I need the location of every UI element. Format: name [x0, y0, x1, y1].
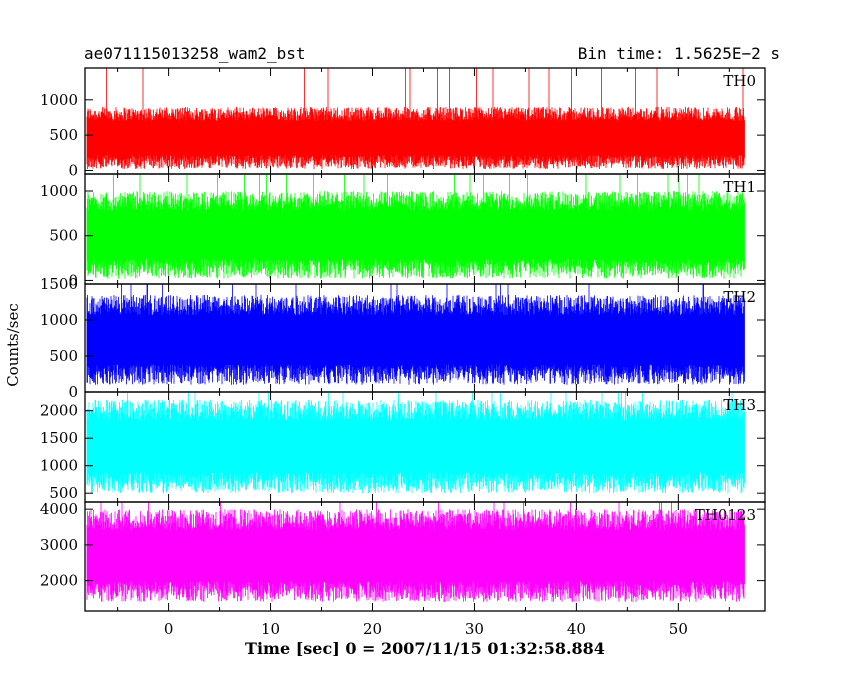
y-tick-label: 1000 [40, 311, 78, 329]
y-tick-label: 1500 [40, 275, 78, 293]
panel-label: TH3 [723, 396, 756, 414]
y-tick-label: 3000 [40, 536, 78, 554]
panel-th0: 0 500 1000 TH0 [40, 67, 766, 179]
y-tick-label: 500 [49, 347, 78, 365]
panels-group: 0 500 1000 TH0 0 500 1000 TH1 0 500 1000 1500 TH2 500… [40, 67, 766, 612]
x-tick-label: 10 [261, 620, 280, 638]
y-tick-label: 4000 [40, 500, 78, 518]
panel-label: TH1 [723, 178, 756, 196]
x-tick-label: 30 [465, 620, 484, 638]
y-tick-label: 0 [68, 161, 78, 179]
y-tick-label: 1000 [40, 457, 78, 475]
y-axis-label: Counts/sec [4, 303, 22, 387]
panel-frame [84, 501, 766, 612]
series-th3 [86, 392, 745, 494]
series-th1 [86, 174, 745, 279]
y-tick-label: 1000 [40, 91, 78, 109]
panel-label: TH0 [723, 72, 756, 90]
y-tick-label: 500 [49, 484, 78, 502]
panel-label: TH2 [723, 288, 756, 306]
x-axis-label: Time [sec] 0 = 2007/11/15 01:32:58.884 [245, 639, 605, 658]
x-tick-label: 40 [567, 620, 586, 638]
y-tick-label: 2000 [40, 402, 78, 420]
x-tick-label: 20 [363, 620, 382, 638]
series-th2 [86, 284, 745, 385]
panel-label: TH0123 [695, 506, 756, 524]
y-tick-label: 1000 [40, 182, 78, 200]
x-tick-label: 50 [669, 620, 688, 638]
panel-th3: 500 1000 1500 2000 TH3 [40, 391, 766, 503]
series-th0 [86, 68, 745, 169]
y-tick-label: 2000 [40, 572, 78, 590]
x-tick-label: 0 [164, 620, 174, 638]
panel-th2: 0 500 1000 1500 TH2 [40, 275, 766, 401]
y-tick-label: 1500 [40, 429, 78, 447]
y-tick-label: 0 [68, 271, 78, 289]
panel-th0123: 2000 3000 4000 TH0123 [40, 500, 766, 612]
series-th0123 [86, 502, 745, 602]
chart-title-right: Bin time: 1.5625E−2 s [578, 44, 780, 63]
y-tick-label: 500 [49, 227, 78, 245]
y-tick-label: 500 [49, 126, 78, 144]
y-tick-label: 0 [68, 383, 78, 401]
x-axis: 0 10 20 30 40 50 [164, 620, 688, 638]
panel-th1: 0 500 1000 TH1 [40, 173, 766, 289]
chart-title-left: ae071115013258_wam2_bst [84, 44, 306, 63]
